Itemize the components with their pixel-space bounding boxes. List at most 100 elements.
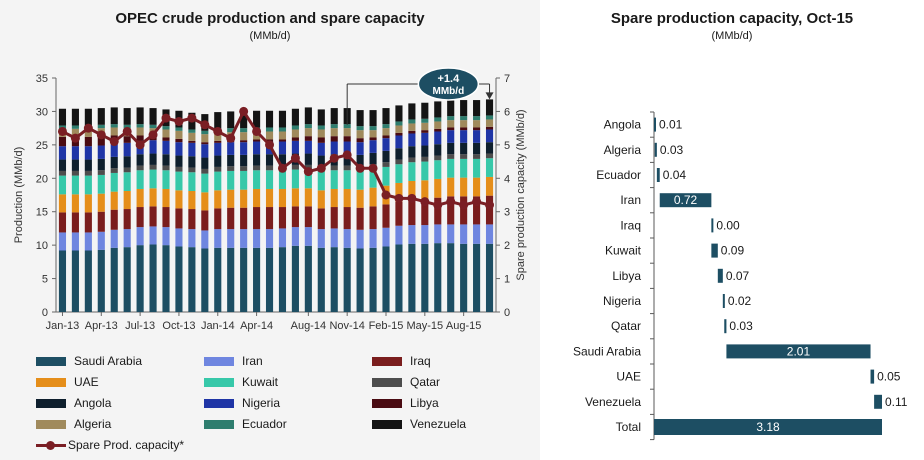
spare-capacity-point	[485, 200, 495, 210]
legend-label: Venezuela	[410, 417, 467, 431]
category-label: Kuwait	[605, 244, 642, 258]
legend-label: Iran	[242, 354, 263, 368]
bar-segment-saudi-arabia	[136, 245, 144, 312]
bar-segment-saudi-arabia	[485, 243, 494, 312]
bar-segment-saudi-arabia	[434, 243, 442, 312]
legend-swatch	[204, 377, 234, 387]
bar-segment-algeria	[317, 129, 325, 138]
bar-segment-iraq	[447, 196, 455, 225]
bar-segment-venezuela	[434, 101, 442, 118]
bar-segment-kuwait	[330, 170, 338, 189]
bar-segment-angola	[369, 152, 377, 165]
bar-segment-iraq	[188, 209, 196, 230]
bar-segment-iran	[175, 228, 183, 247]
bar-segment-uae	[356, 189, 364, 208]
y2-tick-label: 6	[504, 106, 510, 118]
bar-segment-iran	[149, 226, 157, 245]
bar-segment-venezuela	[317, 109, 325, 126]
bar-segment-venezuela	[110, 107, 118, 125]
bar-segment-nigeria	[227, 142, 235, 155]
bar-segment-angola	[58, 159, 67, 171]
x-tick-label: Nov-14	[329, 320, 364, 332]
bar-segment-angola	[317, 155, 325, 167]
bar-segment-algeria	[330, 128, 338, 137]
bar-segment-kuwait	[434, 160, 442, 179]
bar-segment-venezuela	[265, 110, 274, 128]
category-label: Libya	[612, 269, 641, 283]
bar-segment-nigeria	[84, 146, 92, 160]
legend-label: Libya	[410, 396, 439, 410]
bar-segment-saudi-arabia	[162, 245, 170, 312]
bar-segment-kuwait	[291, 169, 299, 189]
bar-segment-venezuela	[71, 108, 79, 126]
bar-segment-iraq	[304, 206, 312, 228]
bar-segment-kuwait	[356, 170, 364, 190]
bar-segment-algeria	[136, 127, 144, 136]
bar-segment-nigeria	[123, 142, 131, 157]
spare-capacity-point	[381, 190, 391, 200]
bar-segment-uae	[162, 188, 170, 208]
bar-segment-iraq	[265, 207, 274, 230]
bar-segment-kuwait	[84, 175, 92, 195]
y-tick-label: 5	[42, 274, 48, 286]
waterfall-bar	[659, 193, 712, 208]
bar-segment-angola	[110, 156, 118, 169]
spare-capacity-point	[109, 137, 119, 147]
bar-segment-nigeria	[421, 132, 429, 146]
bar-segment-uae	[123, 190, 131, 210]
y2-tick-label: 1	[504, 274, 510, 286]
bar-segment-uae	[110, 191, 118, 210]
bar-segment-ecuador	[162, 126, 170, 130]
y2-axis-label: Spare production capacity (MMb/d)	[515, 109, 527, 280]
bar-segment-nigeria	[434, 131, 442, 145]
bar-segment-nigeria	[395, 135, 403, 149]
bar-segment-venezuela	[84, 108, 92, 126]
bar-segment-angola	[356, 154, 364, 167]
bar-segment-iran	[460, 224, 468, 244]
bar-segment-kuwait	[304, 169, 312, 189]
bar-segment-angola	[175, 155, 183, 167]
bar-segment-angola	[382, 150, 390, 163]
bar-segment-uae	[473, 177, 481, 197]
bar-segment-angola	[97, 158, 105, 171]
bar-segment-iraq	[71, 212, 79, 233]
bar-segment-saudi-arabia	[110, 247, 118, 312]
spare-capacity-point	[122, 126, 132, 136]
bar-segment-venezuela	[356, 110, 364, 127]
bar-segment-uae	[175, 190, 183, 209]
left-chart-panel: OPEC crude production and spare capacity…	[0, 0, 540, 460]
bar-segment-ecuador	[227, 128, 235, 133]
bar-segment-iran	[58, 232, 67, 251]
category-label: Angola	[604, 118, 642, 132]
spare-capacity-point	[213, 126, 223, 136]
bar-segment-qatar	[408, 157, 416, 163]
bar-segment-libya	[175, 138, 183, 143]
bar-segment-uae	[227, 189, 235, 208]
bar-segment-saudi-arabia	[395, 244, 403, 312]
bar-segment-ecuador	[356, 126, 364, 131]
spare-capacity-point	[433, 200, 443, 210]
legend-label: Algeria	[74, 417, 112, 431]
spare-capacity-point	[96, 130, 106, 140]
bar-segment-venezuela	[253, 110, 261, 128]
bar-segment-libya	[84, 136, 92, 147]
bar-segment-libya	[136, 135, 144, 141]
bar-segment-nigeria	[473, 130, 481, 143]
legend-swatch	[372, 377, 402, 387]
bar-segment-saudi-arabia	[84, 250, 92, 312]
bar-segment-venezuela	[395, 105, 403, 122]
bar-segment-angola	[84, 159, 92, 171]
bar-segment-algeria	[214, 132, 222, 141]
spare-capacity-point	[239, 106, 249, 116]
bar-segment-saudi-arabia	[343, 247, 351, 312]
legend-item: Libya	[372, 394, 439, 412]
bar-segment-kuwait	[123, 172, 131, 191]
bar-segment-libya	[123, 136, 131, 143]
spare-capacity-point	[265, 140, 275, 150]
bar-segment-kuwait	[71, 175, 79, 195]
category-label: Total	[616, 420, 641, 434]
bar-segment-qatar	[343, 165, 351, 171]
y2-tick-label: 7	[504, 73, 510, 85]
bar-segment-qatar	[149, 164, 157, 170]
bar-segment-venezuela	[473, 100, 481, 117]
